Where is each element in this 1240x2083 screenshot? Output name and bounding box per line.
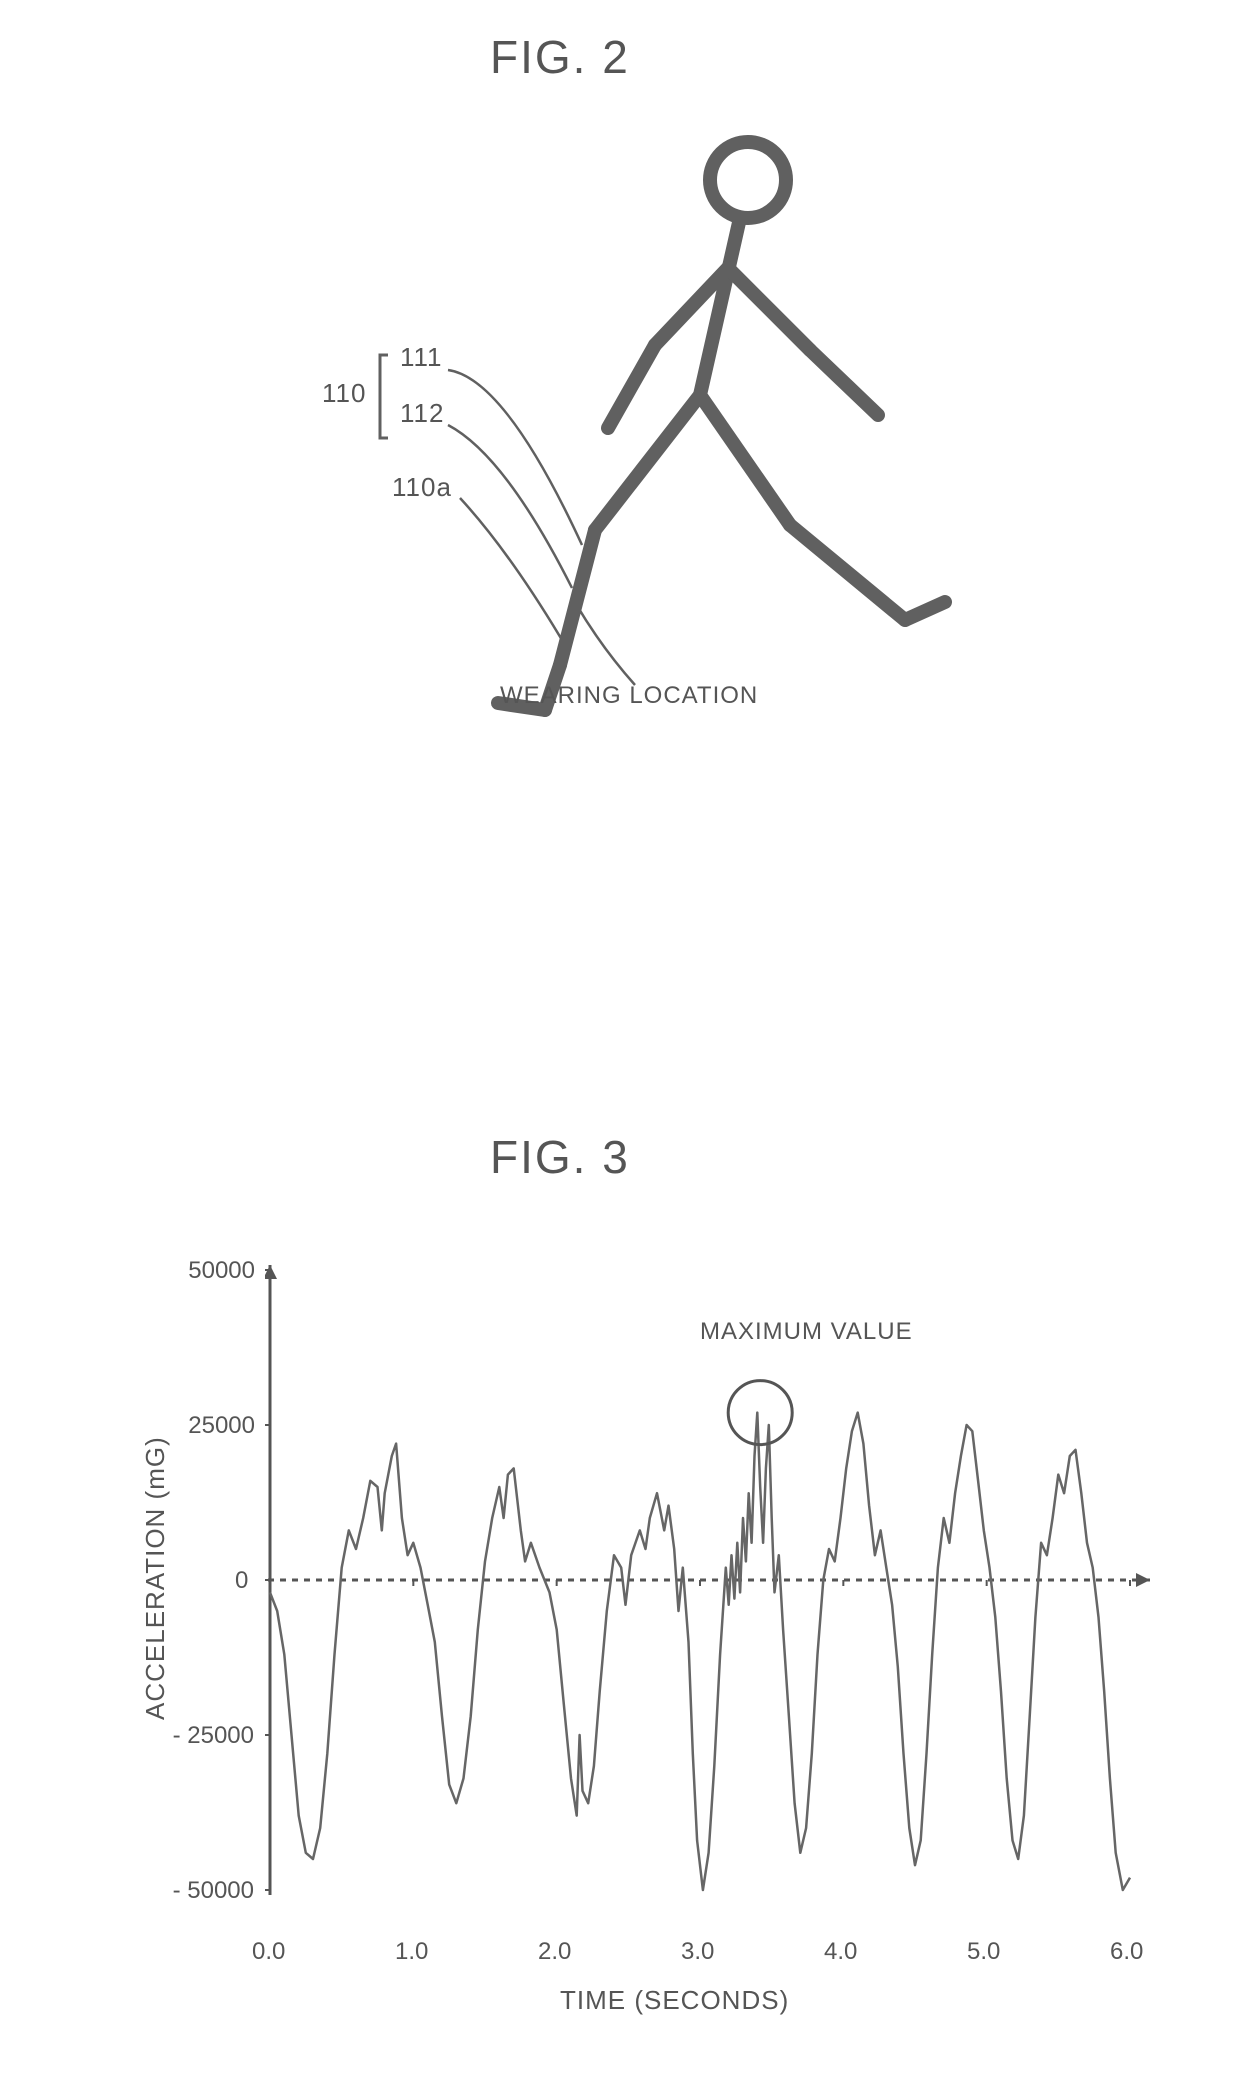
xtick-2: 2.0 <box>538 1938 571 1966</box>
ytick-m50000: - 50000 <box>150 1877 254 1905</box>
xtick-3: 3.0 <box>681 1938 714 1966</box>
fig3-chart <box>265 1260 1155 1940</box>
page: FIG. 2 1 <box>0 0 1240 2083</box>
fig3-ylabel: ACCELERATION (mG) <box>140 1436 171 1720</box>
ytick-m25000: - 25000 <box>150 1722 254 1750</box>
fig3-annotation: MAXIMUM VALUE <box>700 1318 913 1346</box>
fig2-title: FIG. 2 <box>490 30 630 84</box>
ytick-0: 0 <box>235 1567 248 1595</box>
xtick-4: 4.0 <box>824 1938 857 1966</box>
xtick-1: 1.0 <box>395 1938 428 1966</box>
ytick-25000: 25000 <box>175 1412 255 1440</box>
fig2-label-112: 112 <box>400 398 444 429</box>
xtick-0: 0.0 <box>252 1938 285 1966</box>
fig2-stick-figure <box>330 120 980 760</box>
ytick-50000: 50000 <box>175 1257 255 1285</box>
fig2-label-110: 110 <box>322 378 366 409</box>
fig2-label-111: 111 <box>400 342 443 373</box>
fig3-title: FIG. 3 <box>490 1130 630 1184</box>
fig3-xlabel: TIME (SECONDS) <box>560 1985 789 2016</box>
xtick-5: 5.0 <box>967 1938 1000 1966</box>
xtick-6: 6.0 <box>1110 1938 1143 1966</box>
fig2-label-wearing: WEARING LOCATION <box>500 682 758 710</box>
fig2-label-110a: 110a <box>392 472 452 503</box>
